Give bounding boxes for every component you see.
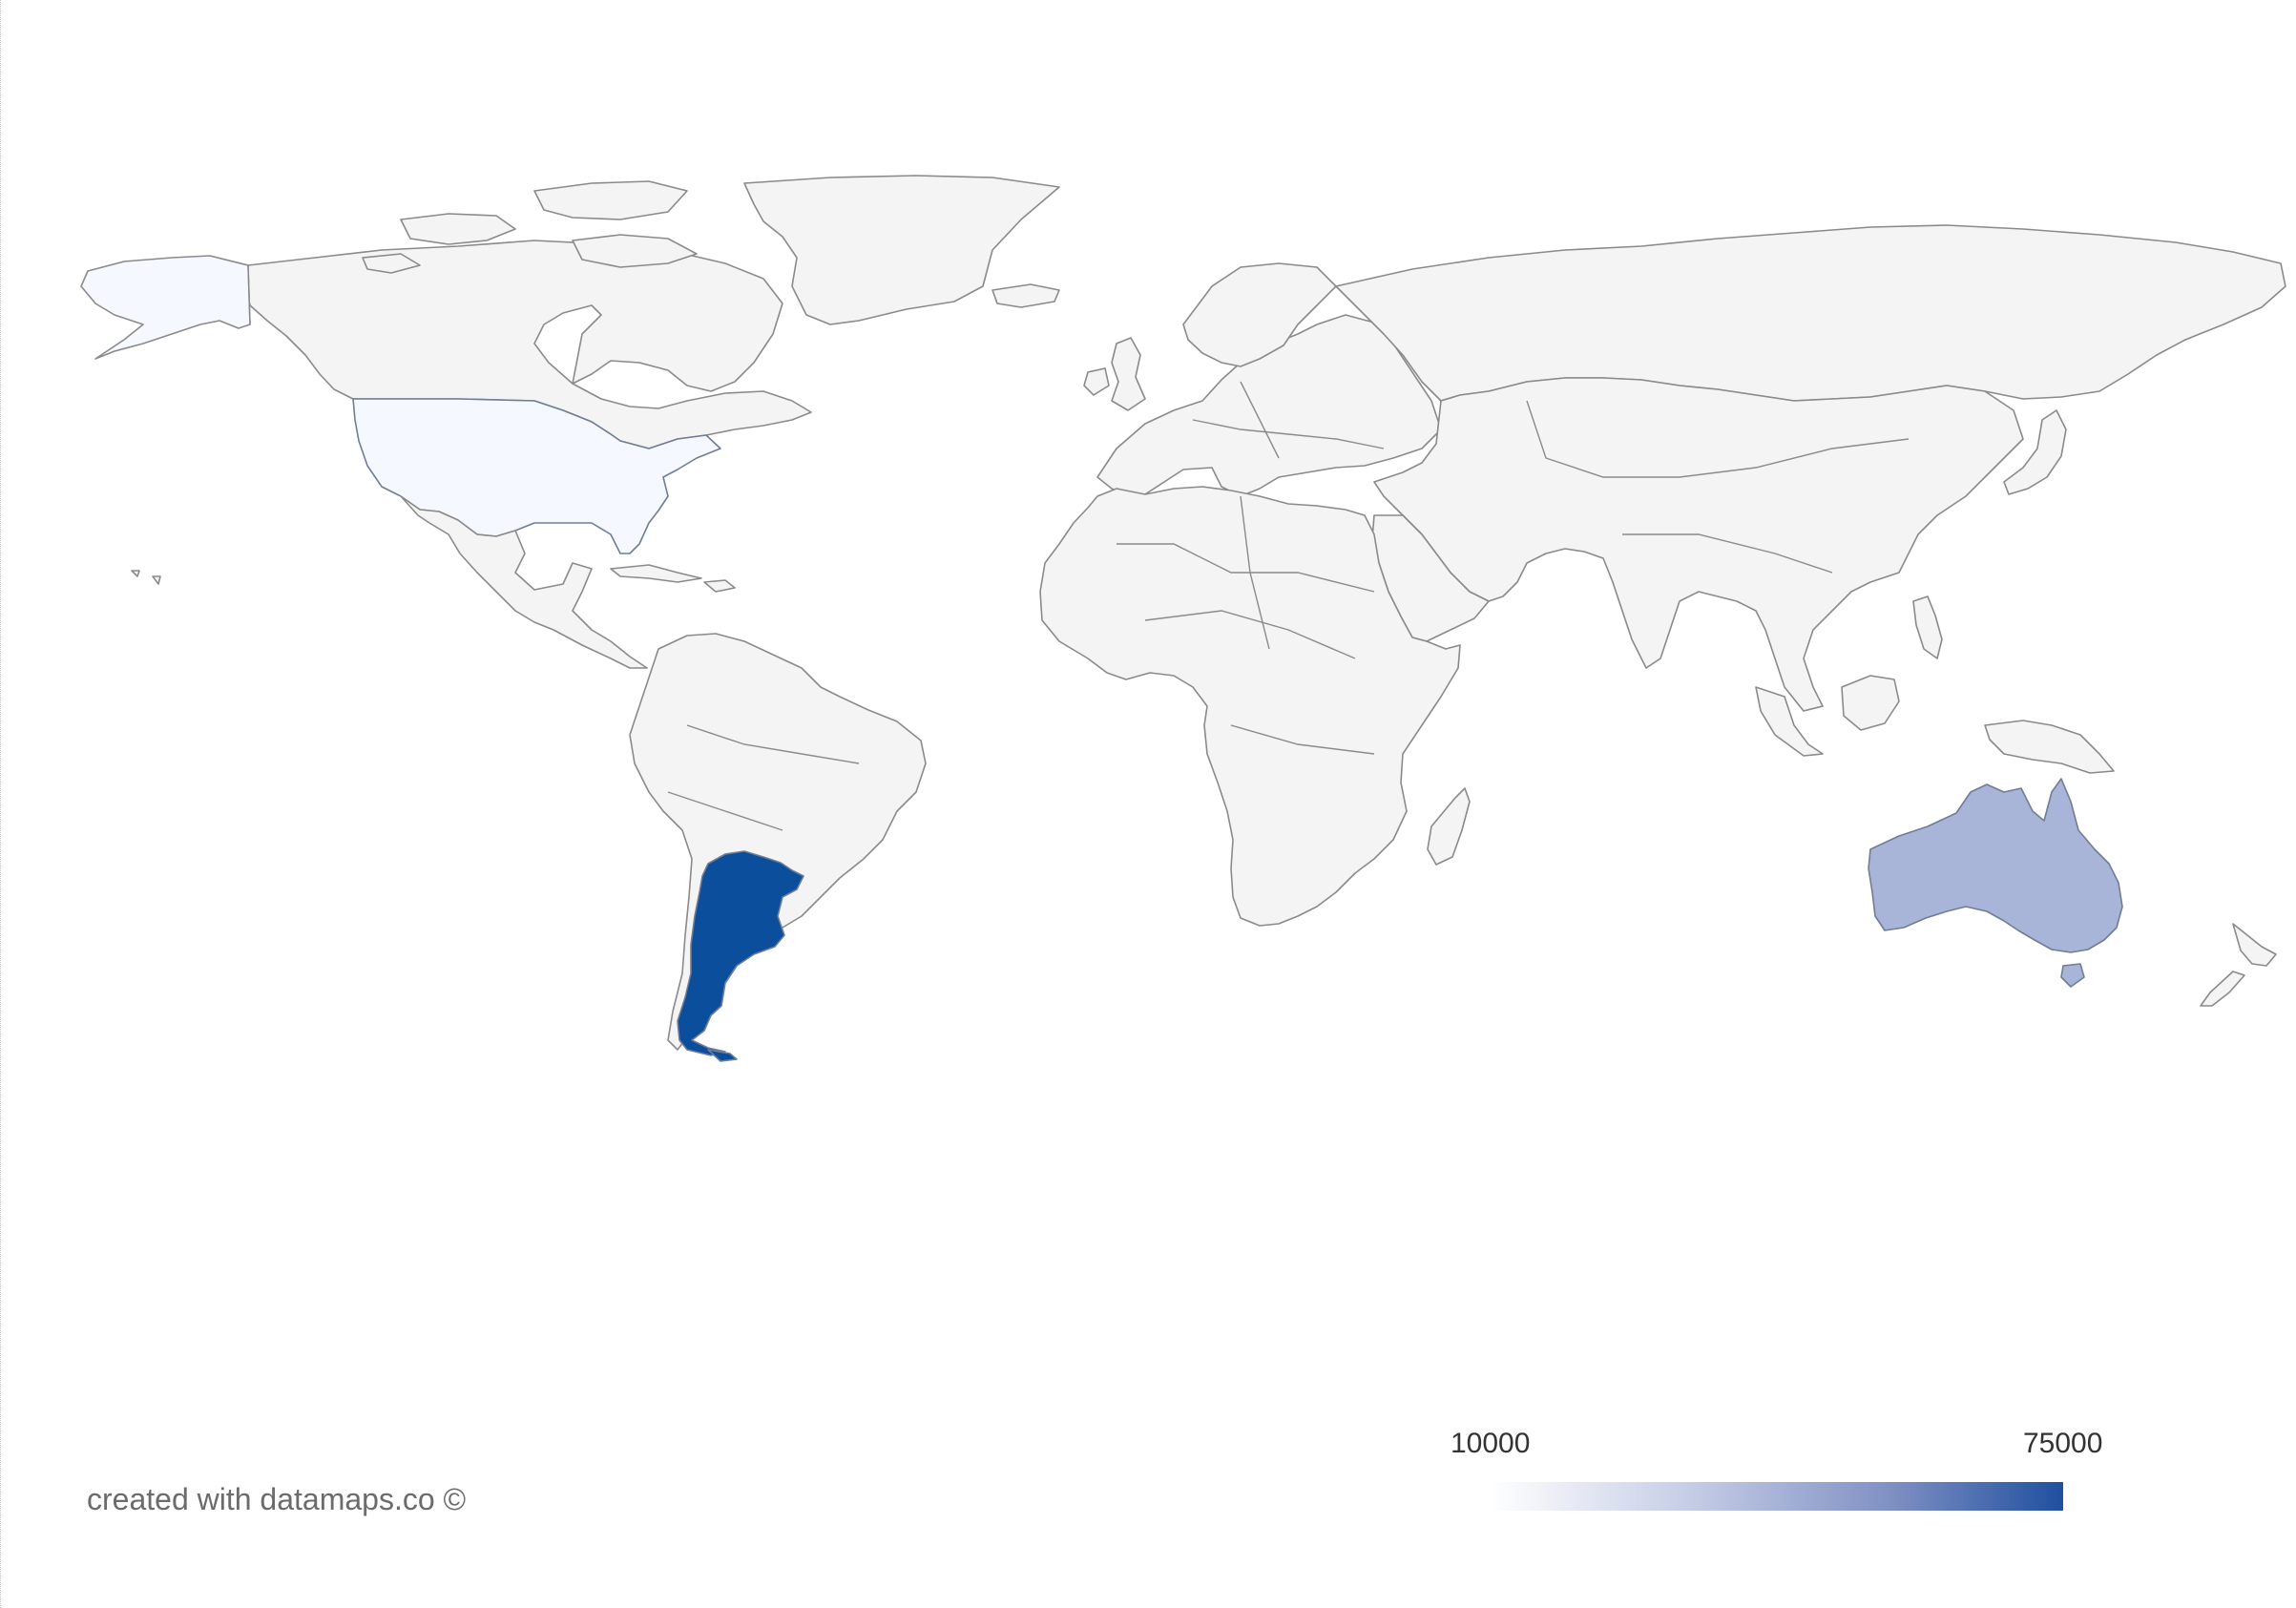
greenland-region[interactable]	[743, 175, 1060, 325]
tierra-del-fuego-region[interactable]	[707, 1049, 738, 1062]
canada-arctic-island[interactable]	[362, 253, 421, 274]
africa-region[interactable]	[1039, 486, 1461, 927]
hispaniola-region[interactable]	[703, 579, 736, 593]
canada-arctic-island[interactable]	[572, 234, 698, 268]
south-america-region[interactable]	[629, 633, 927, 1051]
indonesia-region[interactable]	[1755, 686, 1824, 757]
hawaii-island[interactable]	[131, 570, 140, 577]
new-guinea-region[interactable]	[1984, 720, 2115, 774]
cuba-region[interactable]	[610, 564, 702, 583]
madagascar-region[interactable]	[1427, 787, 1471, 866]
country-border	[686, 724, 860, 764]
asia-region[interactable]	[1373, 377, 2024, 712]
great-britain-region[interactable]	[1111, 337, 1146, 411]
new-zealand-region[interactable]	[2232, 923, 2277, 967]
legend-color-scale	[1491, 1482, 2063, 1511]
borneo-region[interactable]	[1841, 675, 1900, 731]
philippines-region[interactable]	[1912, 595, 1943, 659]
iceland-region[interactable]	[991, 283, 1060, 308]
country-border	[1240, 381, 1280, 459]
canada-arctic-island[interactable]	[400, 213, 516, 245]
alaska-region[interactable]	[80, 255, 251, 360]
country-border	[667, 791, 783, 831]
country-border	[1117, 543, 1375, 593]
credit-text: created with datamaps.co ©	[87, 1482, 467, 1516]
legend-max-label: 75000	[2023, 1428, 2103, 1459]
australia-region[interactable]	[1868, 778, 2123, 953]
new-zealand-region[interactable]	[2200, 971, 2245, 1007]
country-border	[1526, 400, 1910, 478]
scandinavia-region[interactable]	[1182, 262, 1337, 367]
ireland-region[interactable]	[1083, 367, 1110, 396]
tasmania-region[interactable]	[2060, 963, 2085, 988]
mexico-region[interactable]	[400, 495, 648, 669]
page-edge-divider	[0, 0, 2, 1608]
europe-region[interactable]	[1096, 314, 1442, 497]
country-border	[1144, 610, 1356, 659]
legend-min-label: 10000	[1451, 1428, 1531, 1459]
russia-region[interactable]	[1335, 224, 2286, 402]
argentina-region[interactable]	[677, 850, 804, 1056]
hawaii-island[interactable]	[152, 575, 161, 585]
country-border	[1622, 533, 1833, 574]
country-border	[1230, 724, 1375, 755]
japan-region[interactable]	[2003, 409, 2067, 495]
country-border	[1192, 419, 1385, 449]
canada-arctic-island[interactable]	[533, 180, 688, 220]
country-border	[247, 264, 251, 325]
